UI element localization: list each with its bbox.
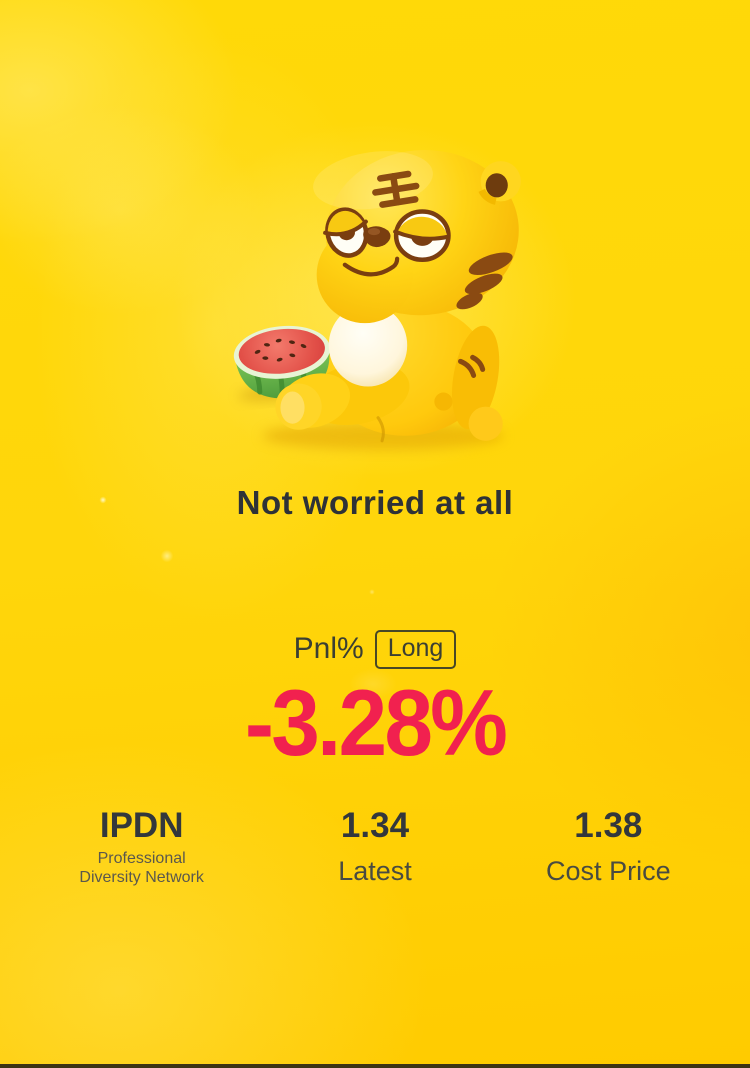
tiger-right-leg	[452, 325, 503, 441]
tiger-left-eye	[323, 207, 369, 258]
latest-price-value: 1.34	[340, 806, 410, 845]
tiger-mascot-illustration	[222, 136, 524, 468]
tiger-smile	[342, 256, 400, 277]
tiger-belly	[328, 304, 408, 387]
king-forehead-mark	[372, 170, 420, 208]
cost-price-label: Cost Price	[546, 856, 671, 886]
tiger-ear	[478, 161, 521, 205]
latest-price-label: Latest	[338, 856, 412, 886]
pnl-value: -3.28%	[244, 670, 508, 775]
cost-price-value: 1.38	[574, 806, 643, 845]
tiger-nose	[363, 226, 391, 248]
pnl-label: Pnl%	[293, 632, 364, 666]
bottom-bar	[0, 1064, 750, 1068]
pnl-row: Pnl% Long	[0, 630, 750, 669]
tiger-right-eye	[393, 209, 451, 263]
stat-latest: 1.34 Latest	[258, 808, 491, 888]
position-direction-badge: Long	[374, 630, 457, 669]
watermelon-seeds	[254, 338, 307, 362]
tiger-mascot-svg	[233, 149, 521, 450]
tiger-head	[313, 149, 521, 324]
ticker-symbol: IPDN	[99, 806, 184, 845]
mood-caption: Not worried at all	[236, 484, 514, 521]
tiger-tail	[434, 392, 453, 411]
stat-cost: 1.38 Cost Price	[492, 808, 725, 888]
company-name: Professional Diversity Network	[79, 850, 204, 886]
stats-row: IPDN Professional Diversity Network 1.34…	[0, 808, 750, 888]
cheek-stripes	[456, 252, 513, 310]
stat-symbol: IPDN Professional Diversity Network	[25, 808, 258, 888]
